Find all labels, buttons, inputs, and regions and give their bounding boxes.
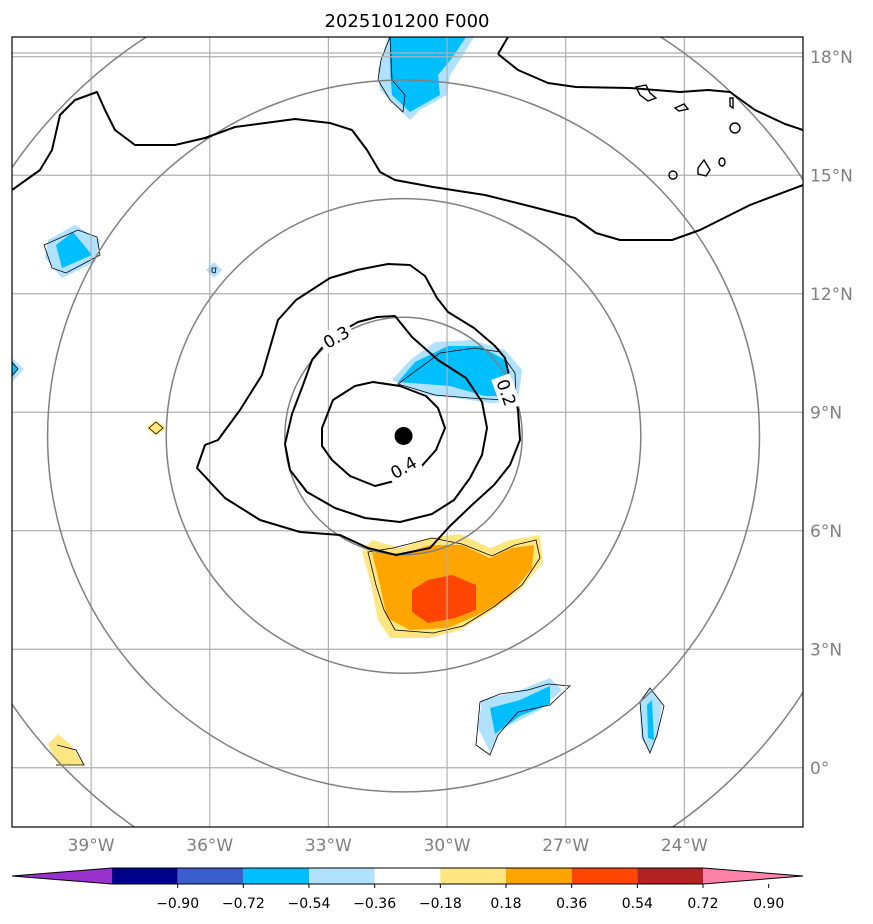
small-contours bbox=[634, 84, 741, 180]
outline-north bbox=[377, 37, 406, 113]
y-tick-label-2: 6°N bbox=[810, 522, 842, 542]
colorbar-extend-high bbox=[703, 868, 803, 884]
shade-edge-dark bbox=[12, 362, 18, 376]
outline-east bbox=[639, 687, 665, 755]
colorbar-label-2: −0.54 bbox=[288, 896, 331, 912]
colorbar: −0.90 −0.72 −0.54 −0.36 −0.18 0.18 0.36 0.54 0.7… bbox=[11, 867, 804, 912]
shade-west-dark bbox=[56, 232, 92, 268]
contours bbox=[12, 37, 803, 556]
colorbar-label-0: −0.90 bbox=[156, 896, 199, 912]
contour-label-bg-1 bbox=[383, 450, 424, 485]
contour-north-2 bbox=[497, 37, 509, 55]
contour-label-bg-2 bbox=[491, 373, 522, 412]
colorbar-segment-6 bbox=[506, 868, 572, 884]
range-ring-0 bbox=[284, 316, 523, 556]
outline-se bbox=[475, 683, 571, 756]
x-tick-label-3: 30°W bbox=[424, 836, 471, 856]
outline-small bbox=[148, 421, 164, 435]
colorbar-label-9: 0.90 bbox=[753, 896, 784, 912]
x-tick-label-5: 24°W bbox=[661, 836, 708, 856]
island-7 bbox=[718, 157, 726, 167]
colorbar-outline bbox=[11, 867, 804, 885]
colorbar-segment-1 bbox=[177, 868, 244, 884]
range-ring-2 bbox=[46, 79, 761, 793]
colorbar-segment-7 bbox=[571, 868, 638, 884]
contour-0-4 bbox=[321, 381, 446, 487]
x-tick-labels: 39°W 36°W 33°W 30°W 27°W 24°W bbox=[68, 836, 708, 856]
colorbar-segment-8 bbox=[637, 868, 703, 884]
shade-east-dark bbox=[647, 700, 654, 740]
contour-label-bg-0 bbox=[316, 320, 357, 355]
shade-se-dark bbox=[490, 686, 550, 734]
map-frame bbox=[11, 36, 804, 828]
colorbar-label-7: 0.54 bbox=[622, 896, 653, 912]
y-tick-label-3: 9°N bbox=[810, 403, 842, 423]
contour-0-3 bbox=[284, 315, 488, 523]
colorbar-segment-5 bbox=[440, 868, 506, 884]
x-tick-label-4: 27°W bbox=[542, 836, 589, 856]
colorbar-extend-low bbox=[12, 868, 112, 884]
chart-title: 2025101200 F000 bbox=[325, 11, 490, 32]
island-1 bbox=[634, 84, 658, 102]
island-2 bbox=[673, 103, 690, 112]
outline-center bbox=[397, 347, 517, 401]
outline-west bbox=[43, 229, 101, 274]
y-tick-label-1: 3°N bbox=[810, 640, 842, 660]
contour-north-3 bbox=[497, 53, 803, 131]
storm-center-marker bbox=[394, 426, 413, 445]
island-4 bbox=[729, 122, 741, 134]
x-tick-label-1: 36°W bbox=[186, 836, 233, 856]
island-6 bbox=[697, 158, 711, 177]
outline-speck bbox=[211, 267, 217, 274]
x-tick-label-0: 39°W bbox=[68, 836, 115, 856]
outline-sw bbox=[56, 744, 85, 766]
island-3 bbox=[729, 97, 734, 110]
y-tick-label-5: 15°N bbox=[810, 166, 853, 186]
outline-edge bbox=[12, 361, 19, 377]
colorbar-segment-4 bbox=[374, 868, 441, 884]
y-tick-label-4: 12°N bbox=[810, 285, 853, 305]
colorbar-label-4: −0.18 bbox=[419, 896, 462, 912]
contour-north bbox=[12, 91, 803, 241]
y-tick-label-0: 0° bbox=[810, 759, 829, 779]
y-tick-labels: 0° 3°N 6°N 9°N 12°N 15°N 18°N bbox=[810, 48, 853, 779]
gridlines bbox=[12, 37, 803, 827]
colorbar-label-8: 0.72 bbox=[687, 896, 718, 912]
colorbar-label-6: 0.36 bbox=[556, 896, 587, 912]
colorbar-label-5: 0.18 bbox=[490, 896, 521, 912]
colorbar-label-1: −0.72 bbox=[222, 896, 265, 912]
shade-sw-yellow bbox=[48, 734, 84, 765]
range-ring-1 bbox=[165, 197, 642, 675]
shade-small-yellow bbox=[146, 420, 166, 436]
x-tick-label-2: 33°W bbox=[305, 836, 352, 856]
contour-outer bbox=[196, 263, 521, 556]
y-tick-label-6: 18°N bbox=[810, 48, 853, 68]
colorbar-segment-0 bbox=[112, 868, 178, 884]
colorbar-label-3: −0.36 bbox=[353, 896, 396, 912]
colorbar-segment-3 bbox=[309, 868, 375, 884]
colorbar-segment-2 bbox=[243, 868, 309, 884]
island-5 bbox=[668, 170, 678, 180]
shade-edge-light bbox=[12, 358, 24, 382]
shade-south-red bbox=[412, 575, 476, 623]
